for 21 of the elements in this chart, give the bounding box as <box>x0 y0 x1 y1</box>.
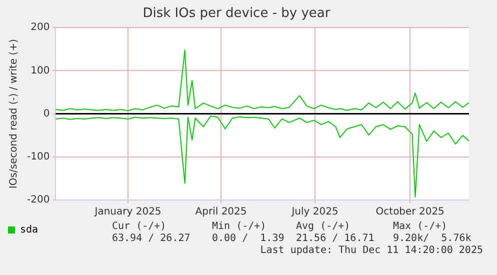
y-tick-label: 100 <box>30 65 50 76</box>
y-tick-label: -200 <box>26 194 50 206</box>
chart-title: Disk IOs per device - by year <box>142 6 331 22</box>
y-tick-label: 0 <box>43 108 50 120</box>
y-axis-title: IOs/second read (-) / write (+) <box>8 38 20 189</box>
text: 21.56 / 16.71 <box>296 233 374 244</box>
x-tick-label: April 2025 <box>195 206 247 218</box>
legend-label: sda <box>20 224 38 236</box>
y-tick-label: -100 <box>26 151 50 162</box>
text: 0.00 / 1.39 <box>212 233 284 244</box>
x-tick-label: October 2025 <box>376 206 444 218</box>
text: Cur (-/+) <box>112 221 166 232</box>
text: 9.20k/ 5.76k <box>393 233 472 244</box>
x-tick-label: July 2025 <box>290 206 338 218</box>
x-tick-label: January 2025 <box>94 206 162 218</box>
text: Max (-/+) <box>393 221 448 232</box>
text: Avg (-/+) <box>296 221 350 232</box>
text: Min (-/+) <box>212 221 266 232</box>
text: Last update: Thu Dec 11 14:20:00 2025 <box>260 245 483 256</box>
text: 63.94 / 26.27 <box>112 233 190 244</box>
y-tick-label: 200 <box>30 22 50 34</box>
